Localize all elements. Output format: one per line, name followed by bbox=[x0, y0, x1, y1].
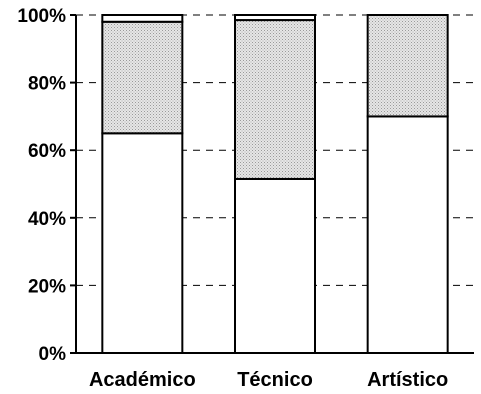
x-category-label-1: Académico bbox=[89, 369, 196, 391]
y-tick-label-40: 40% bbox=[28, 209, 66, 230]
bars bbox=[101, 14, 449, 355]
bar-1-segment-1 bbox=[101, 132, 184, 354]
axes bbox=[70, 14, 474, 354]
bar-2-segment-2 bbox=[234, 19, 316, 180]
y-tick-label-60: 60% bbox=[28, 141, 66, 162]
bar-3-segment-2 bbox=[366, 14, 449, 118]
y-tick-label-20: 20% bbox=[28, 276, 66, 297]
y-tick-label-100: 100% bbox=[17, 6, 66, 27]
y-tick-label-0: 0% bbox=[39, 344, 67, 365]
y-tick-labels: 0% 20% 40% 60% 80% 100% bbox=[17, 6, 66, 365]
x-category-label-2: Técnico bbox=[237, 369, 313, 391]
y-tick-label-80: 80% bbox=[28, 74, 66, 95]
bar-3-segment-1 bbox=[366, 115, 449, 355]
bar-1-segment-2 bbox=[101, 20, 184, 135]
bar-1-segment-3 bbox=[101, 14, 184, 23]
x-category-label-3: Artístico bbox=[367, 369, 448, 391]
x-category-labels: Académico Técnico Artístico bbox=[89, 369, 448, 391]
bar-2-segment-1 bbox=[234, 177, 316, 354]
